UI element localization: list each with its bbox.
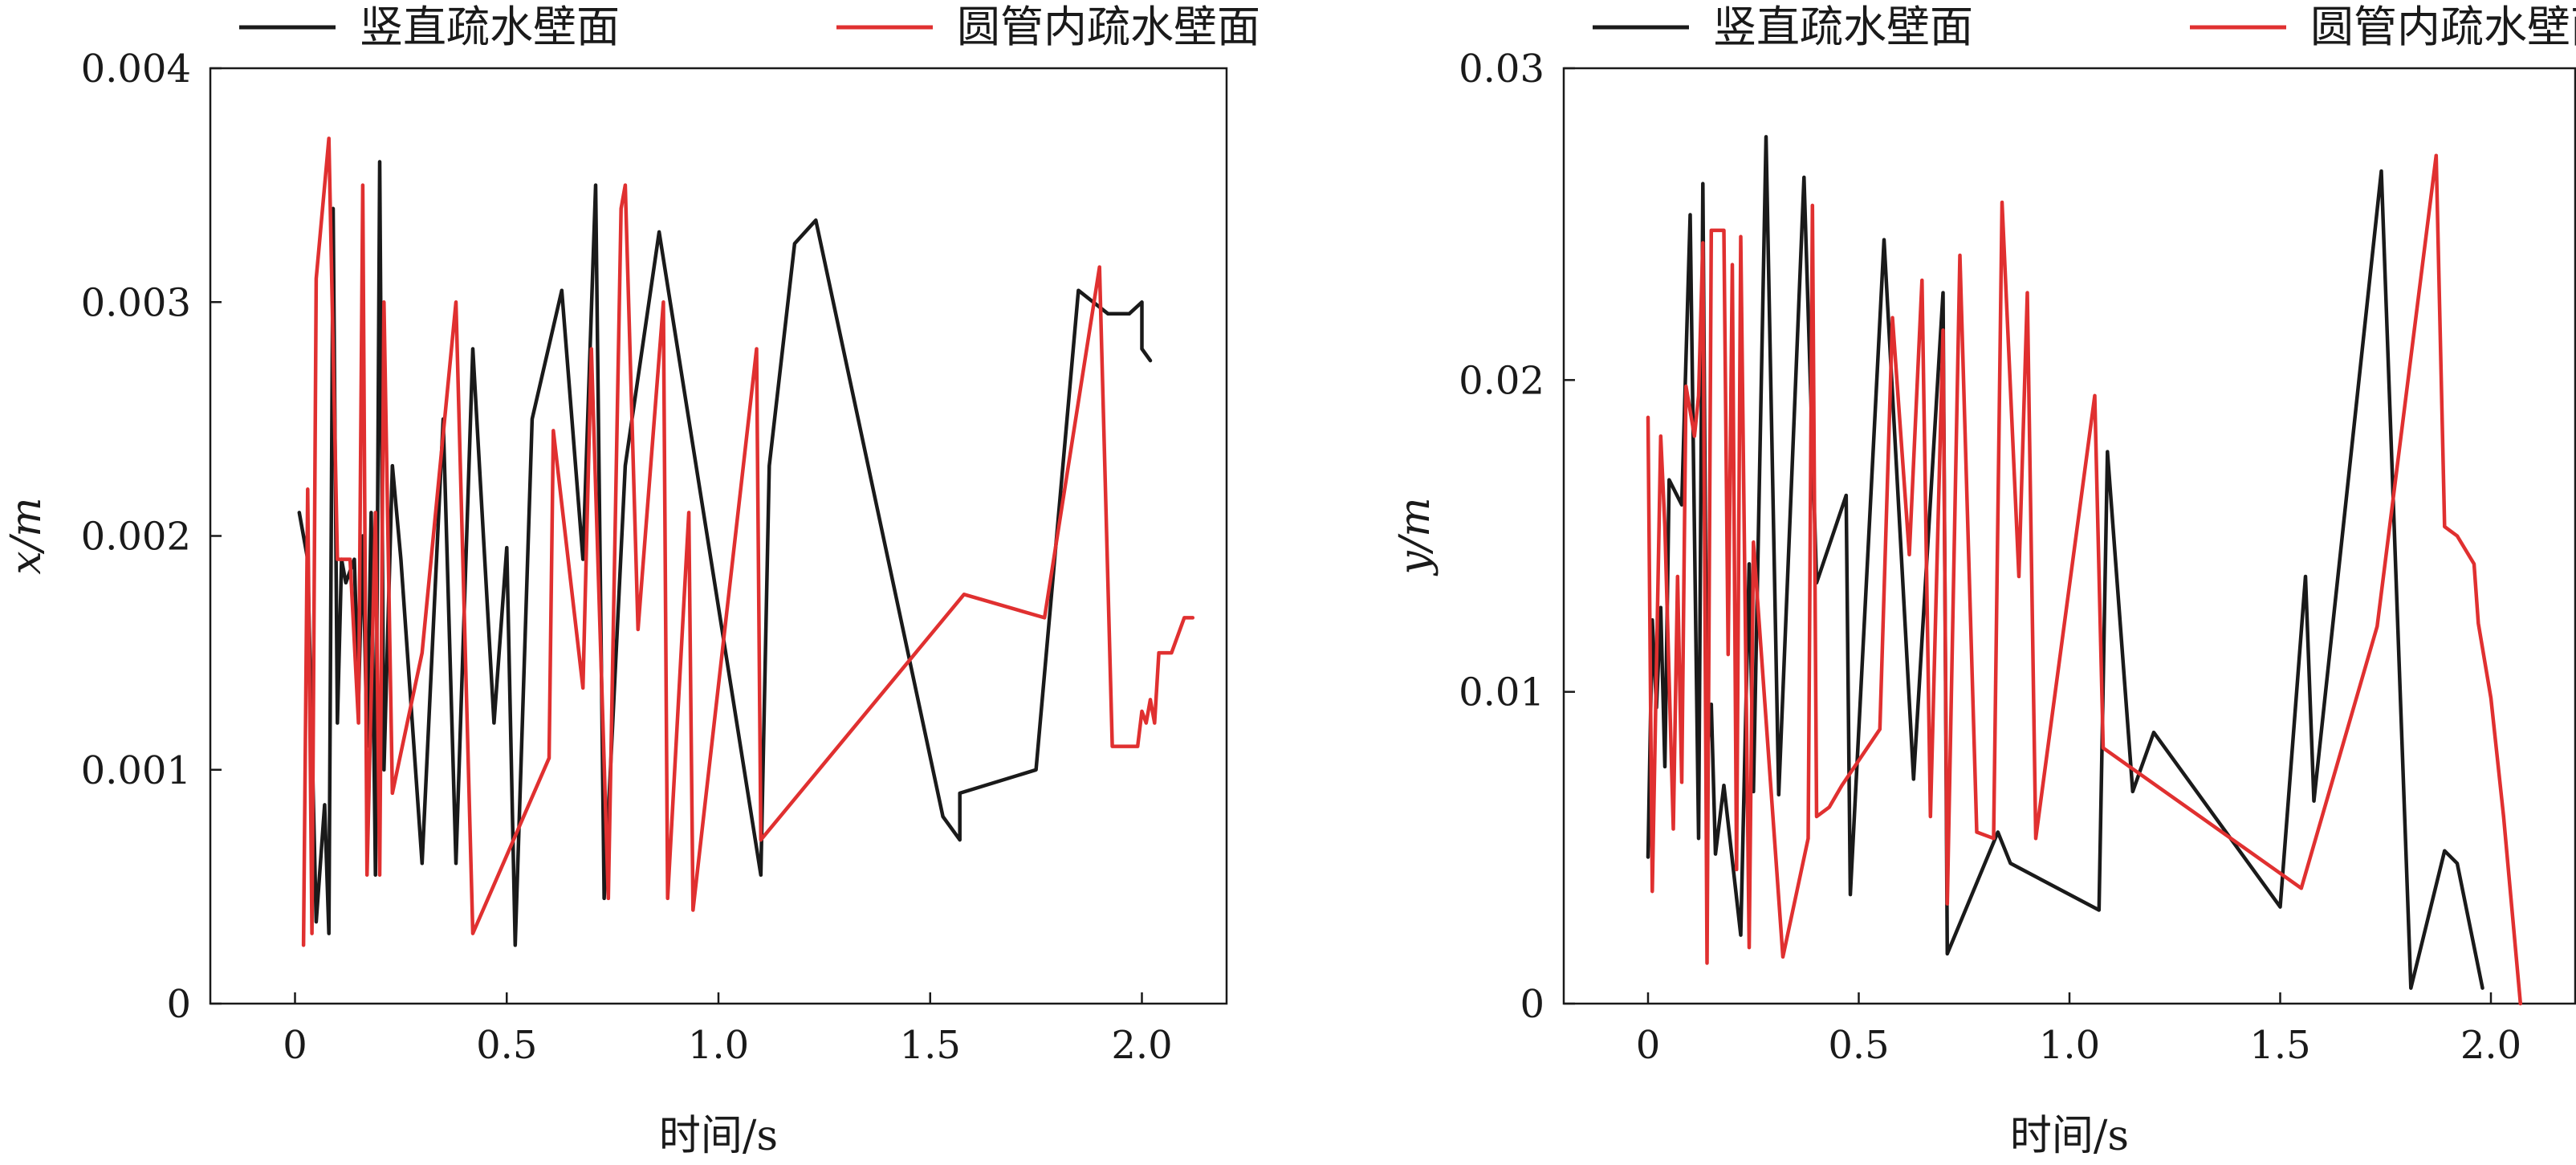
series-line-vertical-wall [1646, 135, 2484, 990]
y-tick-label: 0.001 [81, 748, 191, 793]
legend-label: 竖直疏水壁面 [360, 2, 620, 52]
y-tick-label: 0.002 [81, 515, 191, 560]
x-tick-label: 0 [283, 1023, 307, 1068]
x-axis-label: 时间/s [659, 1112, 778, 1160]
y-tick-label: 0.004 [81, 47, 191, 92]
x-tick-label: 1.5 [2249, 1023, 2310, 1068]
x-tick-label: 1.0 [688, 1023, 749, 1068]
y-axis-label: y/m [1391, 497, 1439, 576]
y-axis-label: x/m [2, 497, 51, 574]
x-tick-label: 0 [1636, 1023, 1661, 1068]
y-tick-label: 0.03 [1459, 47, 1544, 92]
y-tick-label: 0 [166, 982, 191, 1027]
y-tick-label: 0 [1520, 982, 1544, 1027]
x-tick-label: 1.0 [2039, 1023, 2100, 1068]
chart-y-displacement: 0 0.5 1.0 1.5 2.0 0 0.01 0.02 0.03 时间/s y/m 竖直疏水壁面 圆… [1391, 2, 2576, 1160]
series-line-vertical-wall [297, 160, 1153, 947]
x-tick-label: 0.5 [1828, 1023, 1889, 1068]
x-tick-label: 2.0 [1111, 1023, 1172, 1068]
series-line-pipe-wall [301, 136, 1195, 947]
x-tick-label: 0.5 [476, 1023, 537, 1068]
chart-x-displacement: 0 0.5 1.0 1.5 2.0 0 0.001 0.002 0.003 0.004 时间/s x/… [2, 2, 1260, 1160]
legend-label: 圆管内疏水壁面 [957, 2, 1260, 52]
x-tick-label: 2.0 [2460, 1023, 2521, 1068]
legend-label: 圆管内疏水壁面 [2310, 2, 2576, 52]
legend-label: 竖直疏水壁面 [1713, 2, 1973, 52]
x-tick-label: 1.5 [900, 1023, 961, 1068]
y-tick-label: 0.02 [1459, 358, 1544, 403]
series-line-pipe-wall [1646, 153, 2523, 1006]
y-tick-label: 0.003 [81, 280, 191, 325]
plot-frame [1562, 67, 2576, 1005]
x-axis-label: 时间/s [2010, 1112, 2129, 1160]
y-tick-label: 0.01 [1459, 670, 1544, 715]
